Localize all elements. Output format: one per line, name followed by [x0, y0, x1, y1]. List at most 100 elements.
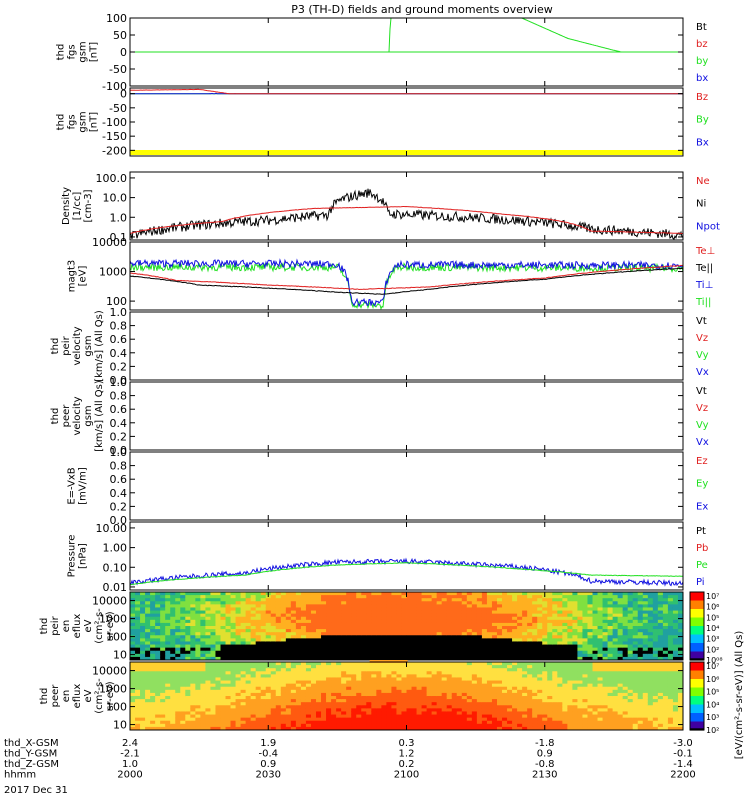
spec-cell — [285, 613, 292, 618]
spec-cell — [647, 610, 654, 615]
spec-cell — [627, 662, 634, 666]
spec-cell — [285, 711, 292, 716]
spec-cell — [270, 592, 277, 596]
spec-cell — [326, 708, 332, 713]
spec-cell — [260, 711, 267, 716]
spec-cell — [295, 607, 302, 612]
spec-cell — [461, 689, 468, 694]
spec-cell — [441, 622, 448, 627]
spec-cell — [366, 616, 372, 621]
spec-cell — [321, 705, 327, 709]
spec-cell — [602, 714, 609, 719]
spec-cell — [275, 680, 282, 685]
spec-cell — [215, 714, 222, 719]
spec-cell — [210, 622, 217, 627]
spec-cell — [441, 613, 448, 618]
spec-cell — [627, 720, 634, 725]
legend-item-bz: bz — [696, 39, 708, 50]
spec-cell — [647, 647, 654, 652]
spec-cell — [466, 683, 473, 688]
spec-cell — [150, 711, 156, 716]
spec-cell — [200, 708, 207, 713]
spec-cell — [290, 708, 297, 713]
spec-cell — [135, 644, 141, 649]
spec-cell — [532, 638, 538, 643]
spec-cell — [456, 595, 463, 599]
spec-cell — [155, 638, 161, 643]
spec-cell — [230, 641, 237, 646]
spec-cell — [627, 702, 634, 706]
spec-cell — [270, 686, 277, 691]
spec-cell — [456, 622, 463, 627]
spec-cell — [542, 717, 548, 722]
spec-cell — [421, 604, 428, 609]
spec-cell — [290, 641, 297, 646]
spec-cell — [486, 598, 493, 602]
spec-cell — [280, 632, 287, 636]
spec-cell — [476, 662, 483, 666]
spec-cell — [275, 683, 282, 688]
spec-cell — [642, 632, 649, 636]
spec-cell — [512, 717, 518, 722]
spec-cell — [280, 622, 287, 627]
spec-cell — [300, 665, 307, 669]
spec-cell — [376, 647, 382, 652]
spec-cell — [612, 662, 619, 666]
spec-cell — [160, 616, 166, 621]
spec-cell — [195, 726, 201, 730]
spec-cell — [491, 641, 498, 646]
spec-cell — [170, 677, 176, 682]
spec-cell — [512, 607, 518, 612]
spec-cell — [522, 674, 528, 679]
spec-cell — [150, 619, 156, 624]
spec-cell — [175, 668, 181, 672]
spec-cell — [270, 601, 277, 605]
spec-cell — [602, 662, 609, 666]
spec-cell — [326, 671, 332, 675]
spec-cell — [662, 616, 669, 621]
spec-cell — [245, 699, 252, 703]
spec-cell — [331, 689, 337, 694]
spec-cell — [572, 711, 579, 716]
spec-cell — [225, 671, 232, 675]
spec-cell — [195, 635, 201, 639]
spec-cell — [396, 680, 403, 685]
spec-cell — [476, 726, 483, 730]
spec-cell — [431, 635, 438, 639]
spec-cell — [471, 677, 478, 682]
spec-cell — [607, 595, 614, 599]
spec-cell — [451, 665, 458, 669]
spec-cell — [481, 711, 488, 716]
spec-cell — [577, 668, 584, 672]
spec-cell — [326, 696, 332, 700]
spec-cell — [592, 699, 599, 703]
spec-cell — [481, 692, 488, 697]
spec-cell — [356, 714, 362, 719]
spec-cell — [300, 644, 307, 649]
spec-cell — [371, 638, 377, 643]
legend-item-Pe: Pe — [696, 560, 708, 571]
spec-cell — [632, 635, 639, 639]
spec-cell — [295, 662, 302, 666]
spec-cell — [170, 592, 176, 596]
spec-cell — [441, 632, 448, 636]
spec-cell — [205, 662, 212, 666]
spec-cell — [250, 626, 257, 630]
spec-cell — [305, 650, 312, 655]
spec-cell — [155, 702, 161, 706]
spec-cell — [300, 653, 307, 658]
spec-cell — [305, 647, 312, 652]
spec-cell — [381, 708, 387, 713]
spec-cell — [562, 662, 568, 666]
spec-cell — [175, 641, 181, 646]
spec-cell — [647, 604, 654, 609]
spec-cell — [285, 674, 292, 679]
spec-cell — [592, 626, 599, 630]
spec-cell — [270, 626, 277, 630]
spec-cell — [652, 595, 659, 599]
spec-cell — [532, 702, 538, 706]
spec-cell — [491, 662, 498, 666]
spec-cell — [285, 696, 292, 700]
spec-cell — [431, 610, 438, 615]
spec-cell — [522, 708, 528, 713]
